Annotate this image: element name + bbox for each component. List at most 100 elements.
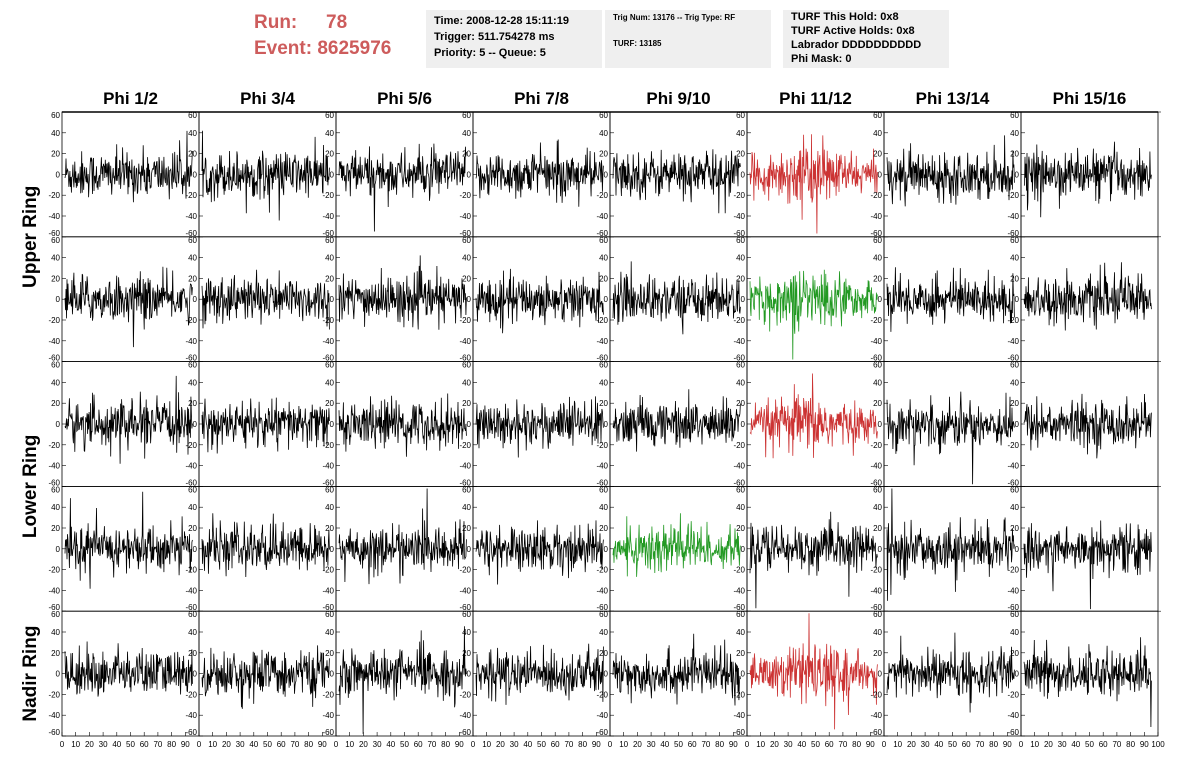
time-trigger-box: Time: 2008-12-28 15:11:19 Trigger: 511.7…: [426, 10, 602, 68]
waveform-panel: 60 40 20 0 -20 -40 -60: [48, 236, 200, 363]
x-tick-label: 80: [578, 740, 587, 749]
y-tick-label: 40: [1010, 254, 1019, 263]
x-tick-label: 20: [496, 740, 505, 749]
y-tick-label: -60: [459, 478, 471, 487]
y-tick-label: 0: [1015, 420, 1020, 429]
y-tick-label: 40: [1010, 129, 1019, 138]
y-tick-label: 40: [51, 378, 60, 387]
run-event-block: Run: 78 Event: 8625976: [254, 10, 391, 62]
y-tick-label: 20: [599, 150, 608, 159]
y-tick-label: 60: [51, 236, 60, 245]
y-tick-label: 60: [1010, 236, 1019, 245]
y-tick-label: 60: [1010, 111, 1019, 120]
y-tick-label: -20: [870, 316, 882, 325]
waveform-trace: [886, 632, 1015, 713]
y-tick-label: -60: [733, 728, 745, 737]
event-value: 8625976: [317, 38, 392, 59]
waveform-trace: [475, 396, 604, 458]
y-tick-label: 60: [325, 610, 334, 619]
y-tick-label: 60: [599, 111, 608, 120]
y-tick-label: 0: [878, 420, 883, 429]
y-tick-label: -60: [1007, 478, 1019, 487]
y-tick-label: -40: [1007, 586, 1019, 595]
y-tick-label: 0: [193, 295, 198, 304]
waveform-trace: [612, 261, 741, 335]
y-tick-label: -20: [459, 566, 471, 575]
y-tick-label: 0: [467, 670, 472, 679]
y-tick-label: -40: [322, 586, 334, 595]
y-tick-label: 20: [51, 524, 60, 533]
y-tick-label: -60: [596, 229, 608, 238]
y-tick-label: 20: [599, 274, 608, 283]
y-tick-label: 0: [1015, 670, 1020, 679]
y-tick-label: 60: [1010, 610, 1019, 619]
x-tick-label: 50: [1085, 740, 1094, 749]
y-tick-label: 0: [56, 545, 61, 554]
y-tick-label: 40: [462, 628, 471, 637]
waveform-panel: 60 40 20 0 -20 -40 -60: [459, 485, 611, 612]
y-tick-label: -40: [596, 586, 608, 595]
waveform-panel: 60 40 20 0 -20 -40 -60: [733, 610, 885, 737]
waveform-panel: 60 40 20 0 -20 -40 -60: [870, 610, 1022, 737]
y-tick-label: 40: [51, 129, 60, 138]
y-tick-label: 0: [1015, 170, 1020, 179]
y-tick-label: -60: [459, 728, 471, 737]
y-tick-label: -20: [1007, 566, 1019, 575]
y-tick-label: 0: [467, 545, 472, 554]
trig-num-text: Trig Num: 13176 -- Trig Type: RF: [613, 13, 736, 22]
y-tick-label: 60: [599, 485, 608, 494]
waveform-panel: 60 40 20 0 -20 -40 -60: [870, 361, 1022, 487]
y-tick-label: 60: [462, 485, 471, 494]
x-tick-label: 90: [1003, 740, 1012, 749]
y-tick-label: -60: [733, 354, 745, 363]
waveform-panel: 60 40 20 0 -20 -40 -60: [459, 236, 611, 363]
y-tick-label: -20: [596, 191, 608, 200]
waveform-trace: [338, 488, 467, 585]
y-tick-label: -60: [870, 354, 882, 363]
waveform-panel: 60 40 20 0 -20 -40 -60: [185, 111, 337, 238]
y-tick-label: 0: [56, 670, 61, 679]
x-tick-label: 70: [290, 740, 299, 749]
waveform-panel: 60 40 20 0 -20 -40 -60: [1007, 111, 1159, 238]
y-tick-label: -60: [459, 603, 471, 612]
waveform-trace: [475, 268, 604, 334]
x-tick-label: 10: [482, 740, 491, 749]
y-tick-label: 20: [462, 150, 471, 159]
panel-frame: [883, 361, 1022, 487]
y-tick-label: -60: [1007, 728, 1019, 737]
y-tick-label: 0: [604, 420, 609, 429]
y-tick-label: 20: [599, 524, 608, 533]
waveform-trace: [1023, 262, 1152, 331]
x-tick-label: 30: [99, 740, 108, 749]
waveform-trace: [886, 267, 1015, 332]
y-tick-label: -40: [870, 337, 882, 346]
y-tick-label: -60: [870, 229, 882, 238]
y-tick-label: 0: [741, 545, 746, 554]
y-tick-label: 40: [188, 254, 197, 263]
x-tick-label: 50: [126, 740, 135, 749]
y-tick-label: 20: [873, 524, 882, 533]
y-tick-label: -20: [870, 566, 882, 575]
y-tick-label: 20: [188, 649, 197, 658]
x-tick-label: 70: [427, 740, 436, 749]
column-header: Phi 11/12: [779, 89, 852, 108]
y-tick-label: 60: [736, 361, 745, 370]
y-tick-label: -20: [870, 441, 882, 450]
x-tick-label: 30: [373, 740, 382, 749]
y-tick-label: 20: [188, 524, 197, 533]
y-tick-label: 0: [467, 295, 472, 304]
x-tick-label: 40: [249, 740, 258, 749]
y-tick-label: 60: [51, 361, 60, 370]
y-tick-label: 0: [330, 295, 335, 304]
y-tick-label: 60: [51, 111, 60, 120]
y-tick-label: 60: [462, 111, 471, 120]
y-tick-label: 20: [1010, 399, 1019, 408]
y-tick-label: 40: [188, 378, 197, 387]
y-tick-label: 60: [462, 610, 471, 619]
y-tick-label: 60: [736, 485, 745, 494]
x-tick-label: 0: [334, 740, 339, 749]
waveform-trace: [749, 269, 878, 360]
x-tick-label: 60: [962, 740, 971, 749]
waveform-panel: 60 40 20 0 -20 -40 -60: [322, 361, 474, 487]
y-tick-label: -60: [48, 728, 60, 737]
